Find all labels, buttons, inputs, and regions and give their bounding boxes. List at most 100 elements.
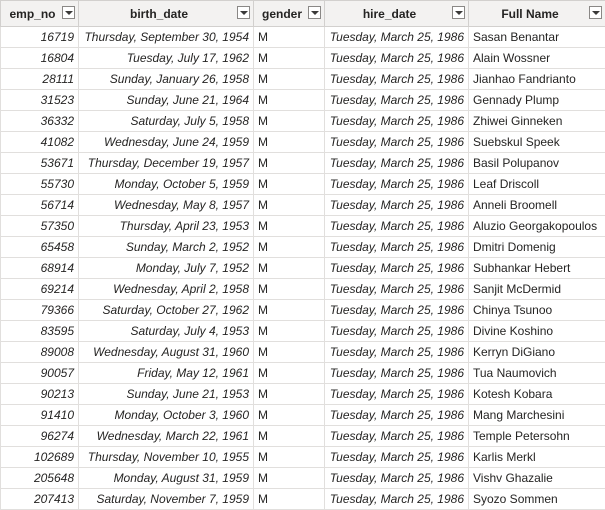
- cell-emp-no: 79366: [1, 300, 79, 321]
- header-emp-no[interactable]: emp_no: [1, 1, 79, 27]
- cell-full-name: Suebskul Speek: [469, 132, 605, 153]
- dropdown-filter-icon[interactable]: [62, 6, 75, 19]
- cell-gender: M: [254, 468, 325, 489]
- cell-hire-date: Tuesday, March 25, 1986: [325, 195, 469, 216]
- cell-hire-date: Tuesday, March 25, 1986: [325, 153, 469, 174]
- cell-full-name: Leaf Driscoll: [469, 174, 605, 195]
- cell-gender: M: [254, 363, 325, 384]
- cell-full-name: Zhiwei Ginneken: [469, 111, 605, 132]
- cell-gender: M: [254, 48, 325, 69]
- dropdown-filter-icon[interactable]: [237, 6, 250, 19]
- cell-gender: M: [254, 321, 325, 342]
- cell-full-name: Anneli Broomell: [469, 195, 605, 216]
- cell-emp-no: 65458: [1, 237, 79, 258]
- cell-full-name: Subhankar Hebert: [469, 258, 605, 279]
- cell-emp-no: 16804: [1, 48, 79, 69]
- cell-hire-date: Tuesday, March 25, 1986: [325, 111, 469, 132]
- cell-hire-date: Tuesday, March 25, 1986: [325, 447, 469, 468]
- dropdown-filter-icon[interactable]: [452, 6, 465, 19]
- header-label: hire_date: [363, 7, 416, 21]
- cell-gender: M: [254, 132, 325, 153]
- cell-birth-date: Saturday, November 7, 1959: [79, 489, 254, 510]
- cell-full-name: Tua Naumovich: [469, 363, 605, 384]
- cell-gender: M: [254, 153, 325, 174]
- header-label: emp_no: [9, 7, 55, 21]
- cell-gender: M: [254, 279, 325, 300]
- cell-birth-date: Monday, August 31, 1959: [79, 468, 254, 489]
- cell-hire-date: Tuesday, March 25, 1986: [325, 300, 469, 321]
- dropdown-filter-icon[interactable]: [589, 6, 602, 19]
- header-gender[interactable]: gender: [254, 1, 325, 27]
- cell-hire-date: Tuesday, March 25, 1986: [325, 342, 469, 363]
- cell-birth-date: Wednesday, June 24, 1959: [79, 132, 254, 153]
- cell-birth-date: Thursday, April 23, 1953: [79, 216, 254, 237]
- cell-hire-date: Tuesday, March 25, 1986: [325, 384, 469, 405]
- cell-hire-date: Tuesday, March 25, 1986: [325, 321, 469, 342]
- header-label: Full Name: [501, 7, 558, 21]
- cell-emp-no: 89008: [1, 342, 79, 363]
- cell-full-name: Syozo Sommen: [469, 489, 605, 510]
- cell-birth-date: Monday, October 3, 1960: [79, 405, 254, 426]
- cell-birth-date: Sunday, March 2, 1952: [79, 237, 254, 258]
- cell-full-name: Jianhao Fandrianto: [469, 69, 605, 90]
- header-hire-date[interactable]: hire_date: [325, 1, 469, 27]
- cell-full-name: Temple Petersohn: [469, 426, 605, 447]
- cell-gender: M: [254, 300, 325, 321]
- header-label: birth_date: [130, 7, 188, 21]
- header-full-name[interactable]: Full Name: [469, 1, 605, 27]
- cell-gender: M: [254, 342, 325, 363]
- cell-hire-date: Tuesday, March 25, 1986: [325, 174, 469, 195]
- cell-birth-date: Sunday, January 26, 1958: [79, 69, 254, 90]
- cell-birth-date: Wednesday, April 2, 1958: [79, 279, 254, 300]
- cell-birth-date: Saturday, July 5, 1958: [79, 111, 254, 132]
- cell-emp-no: 90213: [1, 384, 79, 405]
- cell-emp-no: 205648: [1, 468, 79, 489]
- cell-emp-no: 69214: [1, 279, 79, 300]
- cell-full-name: Basil Polupanov: [469, 153, 605, 174]
- cell-full-name: Gennady Plump: [469, 90, 605, 111]
- cell-hire-date: Tuesday, March 25, 1986: [325, 48, 469, 69]
- cell-birth-date: Wednesday, August 31, 1960: [79, 342, 254, 363]
- cell-gender: M: [254, 405, 325, 426]
- cell-emp-no: 102689: [1, 447, 79, 468]
- dropdown-filter-icon[interactable]: [308, 6, 321, 19]
- cell-gender: M: [254, 489, 325, 510]
- cell-hire-date: Tuesday, March 25, 1986: [325, 468, 469, 489]
- cell-gender: M: [254, 111, 325, 132]
- header-birth-date[interactable]: birth_date: [79, 1, 254, 27]
- cell-birth-date: Thursday, September 30, 1954: [79, 27, 254, 48]
- cell-emp-no: 31523: [1, 90, 79, 111]
- cell-emp-no: 83595: [1, 321, 79, 342]
- cell-hire-date: Tuesday, March 25, 1986: [325, 132, 469, 153]
- cell-hire-date: Tuesday, March 25, 1986: [325, 237, 469, 258]
- cell-birth-date: Saturday, July 4, 1953: [79, 321, 254, 342]
- cell-full-name: Divine Koshino: [469, 321, 605, 342]
- cell-emp-no: 53671: [1, 153, 79, 174]
- cell-full-name: Sanjit McDermid: [469, 279, 605, 300]
